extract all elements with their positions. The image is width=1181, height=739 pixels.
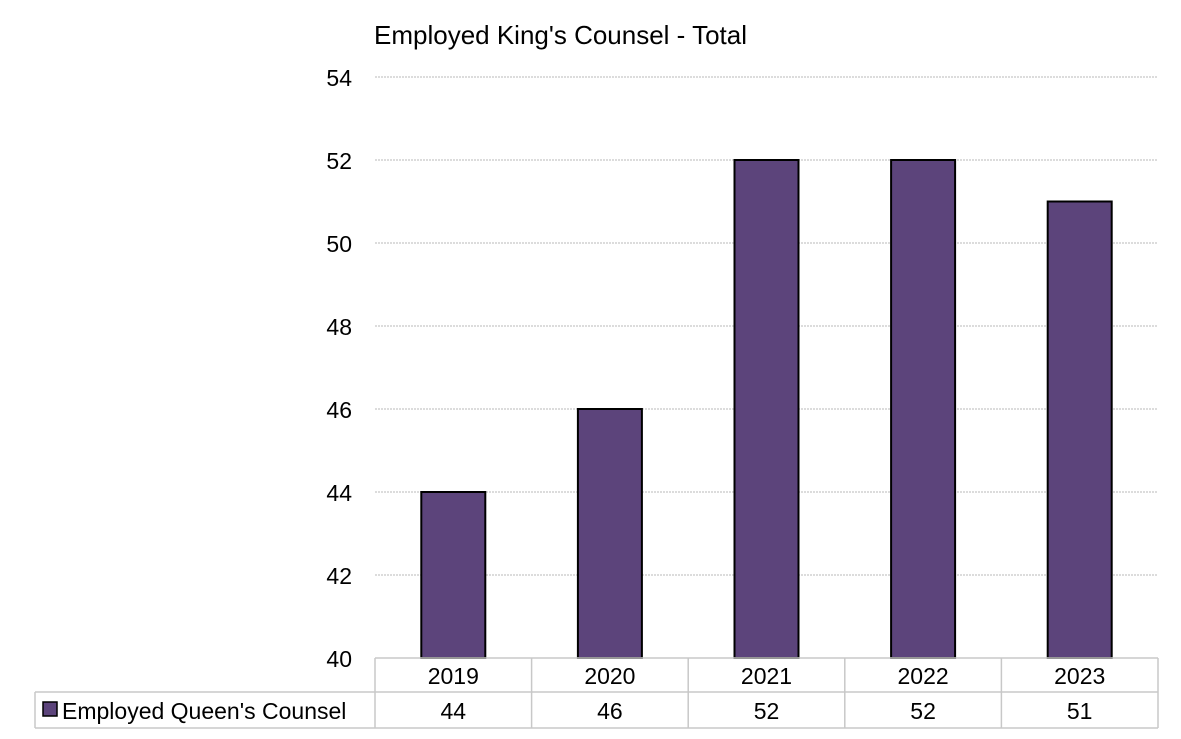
x-category-label: 2020 xyxy=(584,663,635,689)
y-tick-label: 50 xyxy=(326,231,352,257)
table-value: 52 xyxy=(754,698,780,724)
chart-title: Employed King's Counsel - Total xyxy=(374,20,747,50)
x-category-label: 2019 xyxy=(428,663,479,689)
y-tick-label: 46 xyxy=(326,397,352,423)
y-tick-label: 52 xyxy=(326,148,352,174)
table-value: 44 xyxy=(441,698,467,724)
bar-2020 xyxy=(576,408,643,659)
y-tick-label: 54 xyxy=(326,65,352,91)
y-tick-label: 40 xyxy=(326,646,352,672)
x-category-label: 2021 xyxy=(741,663,792,689)
x-category-label: 2022 xyxy=(898,663,949,689)
x-category-label: 2023 xyxy=(1054,663,1105,689)
bar-2022 xyxy=(890,159,957,659)
bar-2021 xyxy=(733,159,800,659)
legend-label: Employed Queen's Counsel xyxy=(62,698,346,724)
bar-2019 xyxy=(420,491,487,659)
legend-swatch xyxy=(42,701,58,717)
table-value: 51 xyxy=(1067,698,1093,724)
table-value: 52 xyxy=(910,698,936,724)
bar-2023 xyxy=(1046,200,1113,659)
y-tick-label: 42 xyxy=(326,563,352,589)
table-value: 46 xyxy=(597,698,623,724)
y-tick-label: 48 xyxy=(326,314,352,340)
y-tick-label: 44 xyxy=(326,480,352,506)
